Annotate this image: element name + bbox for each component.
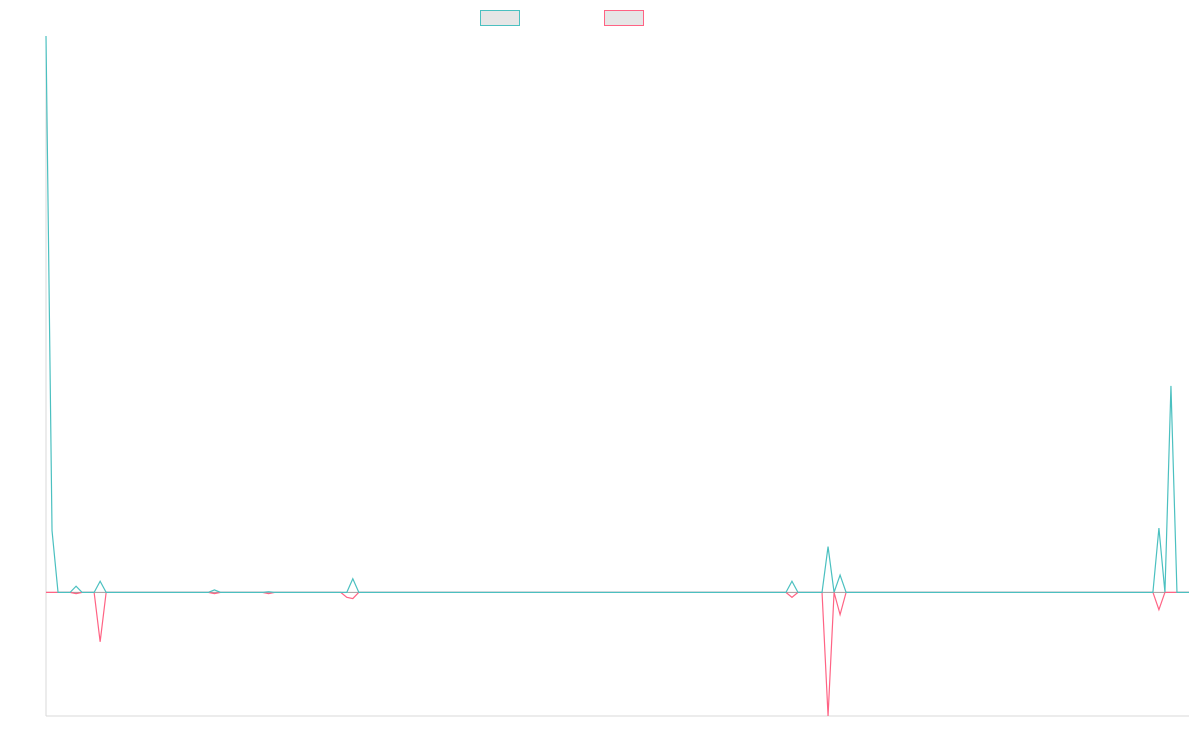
legend-item-series-1[interactable] [480, 9, 520, 27]
chart-legend [0, 9, 1200, 27]
series-line-1[interactable] [45, 35, 1189, 593]
legend-swatch-series-1 [480, 10, 520, 26]
legend-swatch-series-2 [604, 10, 644, 26]
legend-item-series-2[interactable] [604, 9, 644, 27]
series-line-2[interactable] [46, 591, 1189, 717]
